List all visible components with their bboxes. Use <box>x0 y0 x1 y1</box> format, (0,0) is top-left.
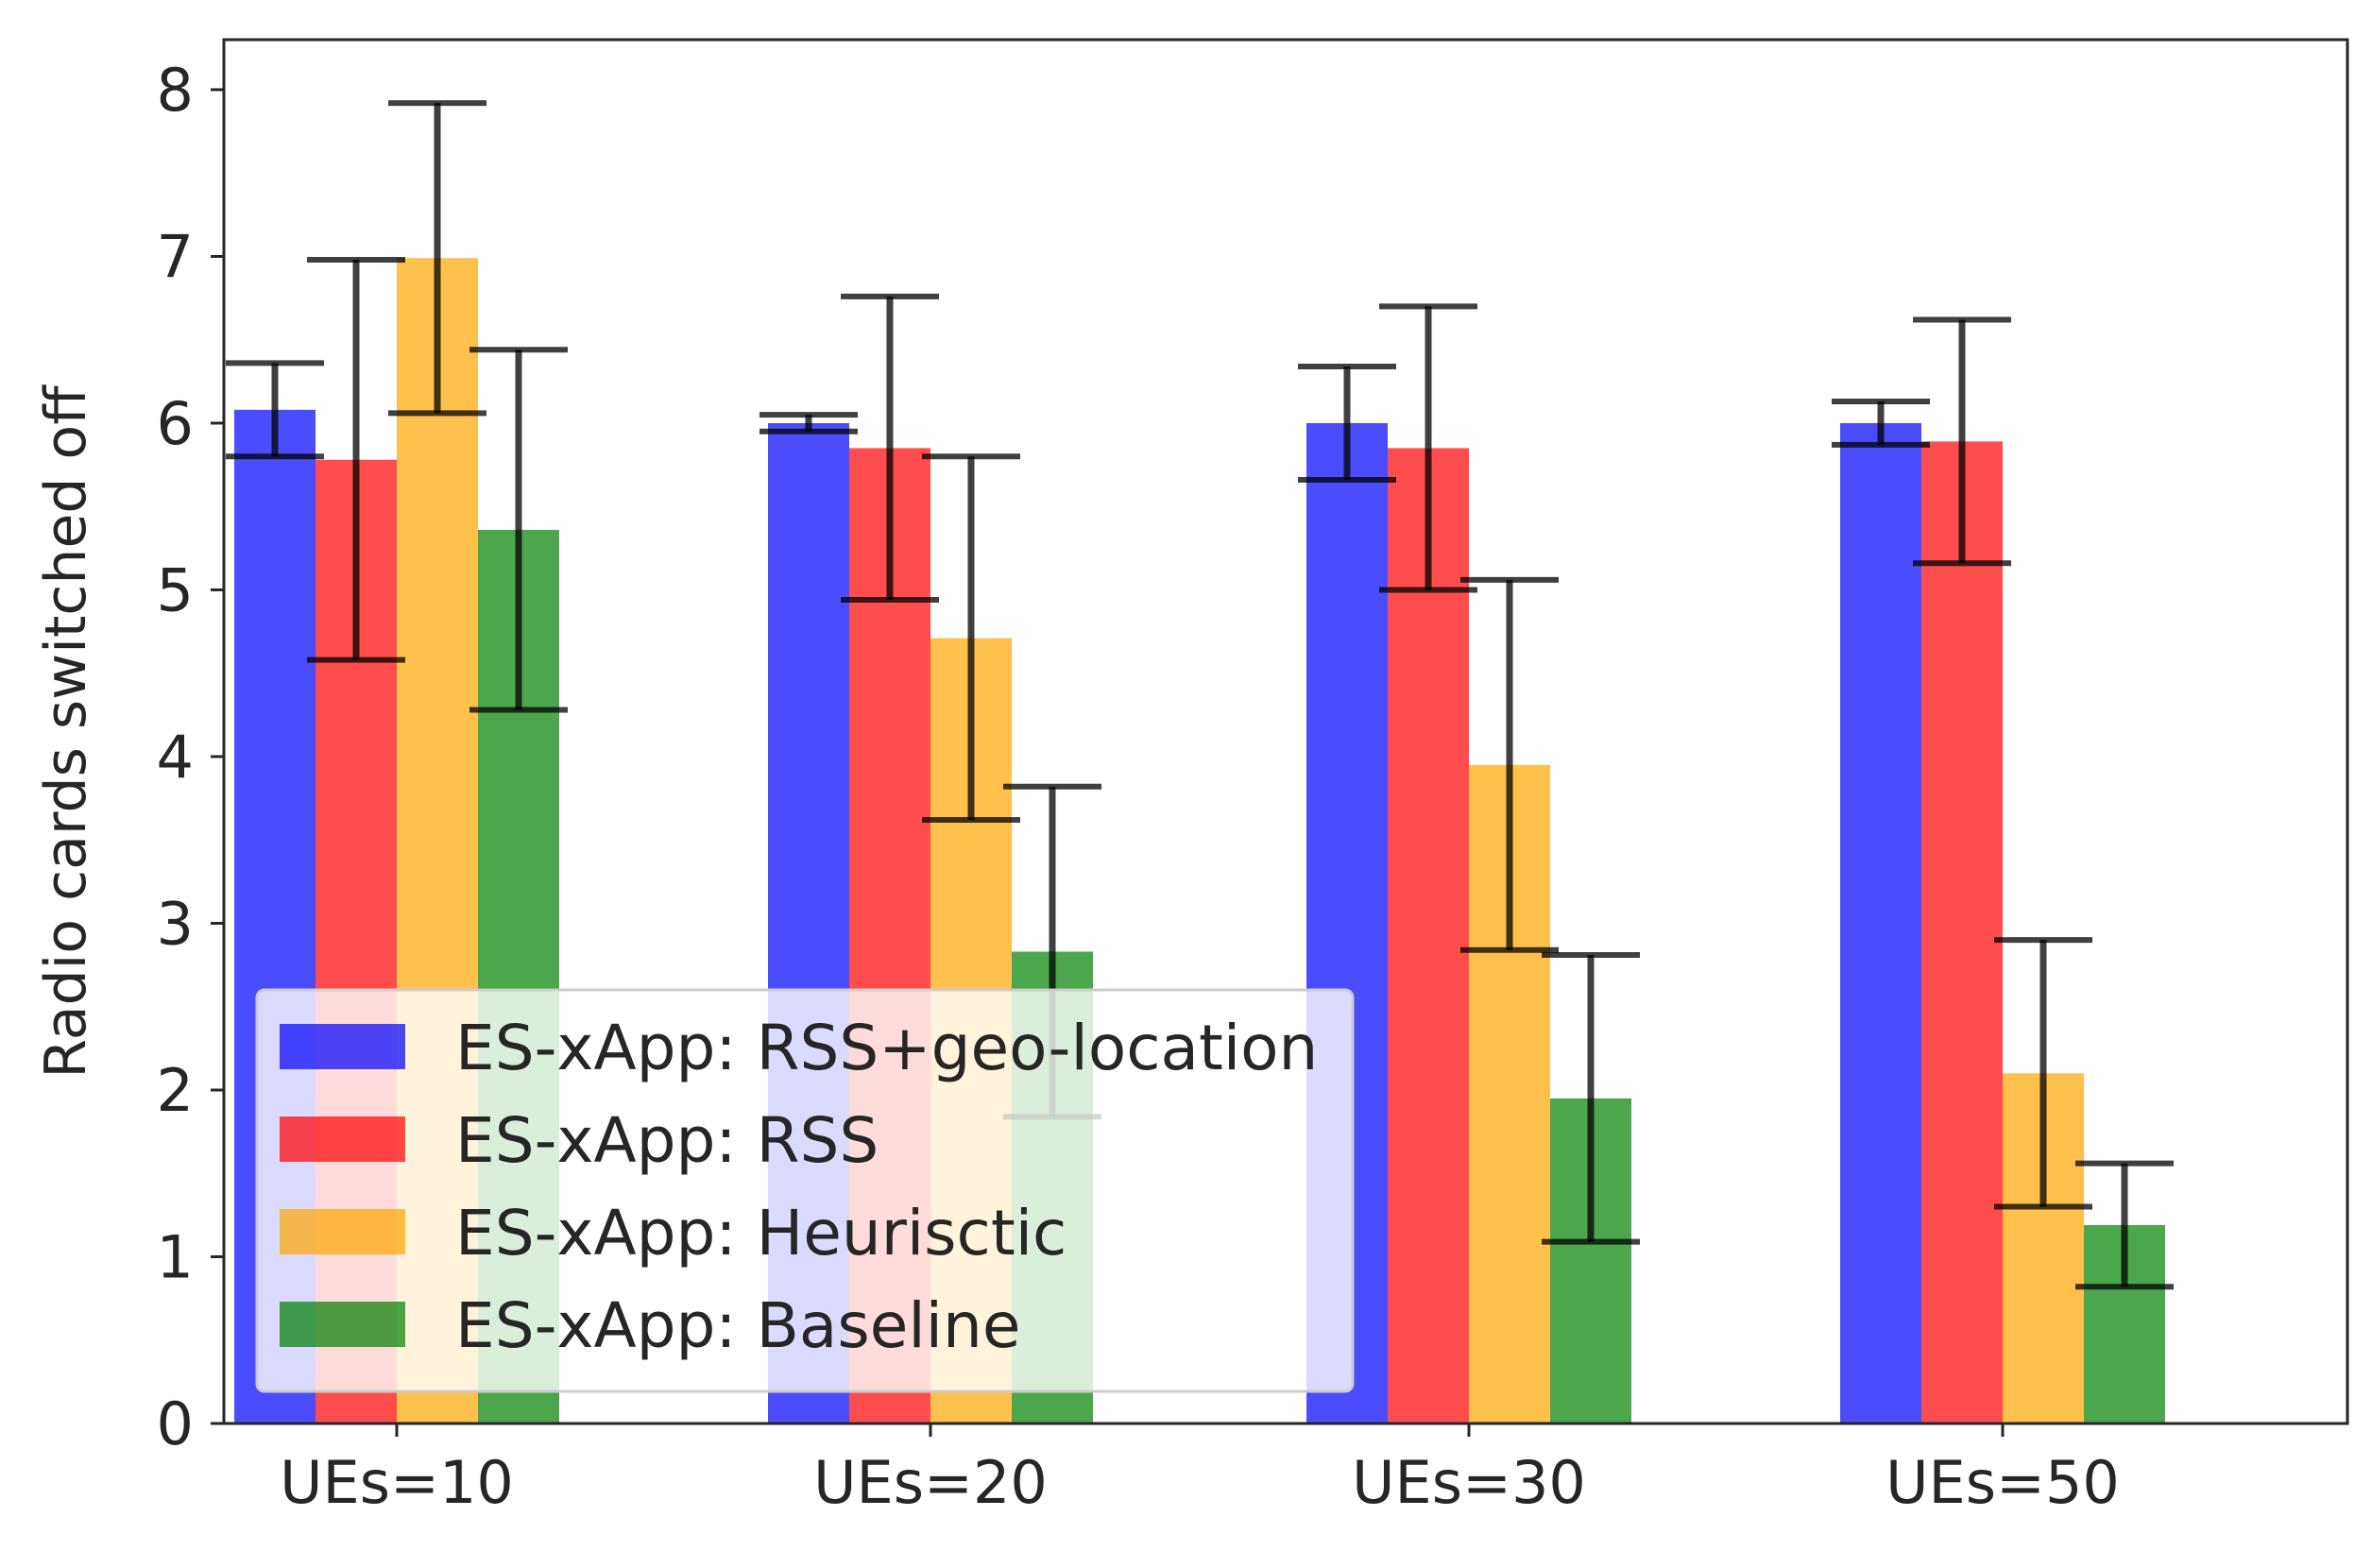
x-tick-label-UEs=50: UEs=50 <box>1886 1448 2120 1517</box>
y-tick-label-4: 4 <box>157 723 194 792</box>
y-tick-label-7: 7 <box>157 222 194 291</box>
legend-frame <box>255 988 1355 1393</box>
legend-label: ES-xApp: RSS <box>455 1104 879 1177</box>
x-tick-label-UEs=30: UEs=30 <box>1352 1448 1586 1517</box>
y-tick-label-5: 5 <box>157 555 194 624</box>
error-bar-2-UEs=10 <box>307 256 405 663</box>
error-bar-1-UEs=10 <box>226 360 324 460</box>
error-bar-2-UEs=20 <box>841 293 939 604</box>
legend: ES-xApp: RSS+geo-location ES-xApp: RSS ES-… <box>255 988 1355 1393</box>
legend-label: ES-xApp: Heurisctic <box>455 1197 1067 1270</box>
y-tick-label-2: 2 <box>157 1056 194 1125</box>
error-bar-2-UEs=30 <box>1379 303 1477 593</box>
error-bar-4-UEs=50 <box>2075 1160 2174 1290</box>
error-bar-1-UEs=50 <box>1832 399 1930 448</box>
legend-swatch <box>280 1209 405 1254</box>
y-tick-label-8: 8 <box>157 56 194 125</box>
x-tick-label-UEs=20: UEs=20 <box>813 1448 1048 1517</box>
plot-frame <box>222 38 2349 1425</box>
axes-layer: 0 1 2 3 4 5 6 7 8 UEs=10 UEs=20 UEs=30 UEs=50 <box>157 56 2120 1517</box>
errorbars-layer <box>226 100 2174 1290</box>
legend-swatch <box>280 1116 405 1162</box>
y-tick-label-0: 0 <box>157 1389 194 1458</box>
y-axis-label: Radio cards switched off <box>33 384 99 1079</box>
bar-2-UEs=50 <box>1921 441 2003 1423</box>
legend-item-1: ES-xApp: RSS+geo-location <box>280 1012 1318 1084</box>
legend-item-4: ES-xApp: Baseline <box>280 1289 1020 1362</box>
bar-1-UEs=50 <box>1840 422 1921 1423</box>
legend-swatch <box>280 1302 405 1347</box>
bar-2-UEs=30 <box>1388 448 1469 1424</box>
legend-label: ES-xApp: Baseline <box>455 1289 1020 1362</box>
error-bar-1-UEs=20 <box>759 412 858 435</box>
error-bar-3-UEs=10 <box>388 100 486 417</box>
error-bar-3-UEs=30 <box>1460 576 1559 953</box>
legend-label: ES-xApp: RSS+geo-location <box>455 1012 1318 1084</box>
error-bar-1-UEs=30 <box>1298 363 1396 483</box>
error-bar-3-UEs=50 <box>1994 937 2092 1210</box>
legend-swatch <box>280 1024 405 1069</box>
legend-item-3: ES-xApp: Heurisctic <box>280 1197 1067 1270</box>
legend-item-2: ES-xApp: RSS <box>280 1104 879 1177</box>
y-tick-label-3: 3 <box>157 889 194 958</box>
error-bar-3-UEs=20 <box>922 453 1020 824</box>
y-tick-label-1: 1 <box>157 1222 194 1291</box>
x-tick-label-UEs=10: UEs=10 <box>280 1448 514 1517</box>
error-bar-4-UEs=30 <box>1542 952 1640 1245</box>
y-tick-label-6: 6 <box>157 389 194 458</box>
error-bar-2-UEs=50 <box>1913 316 2011 567</box>
error-bar-4-UEs=10 <box>469 347 568 713</box>
